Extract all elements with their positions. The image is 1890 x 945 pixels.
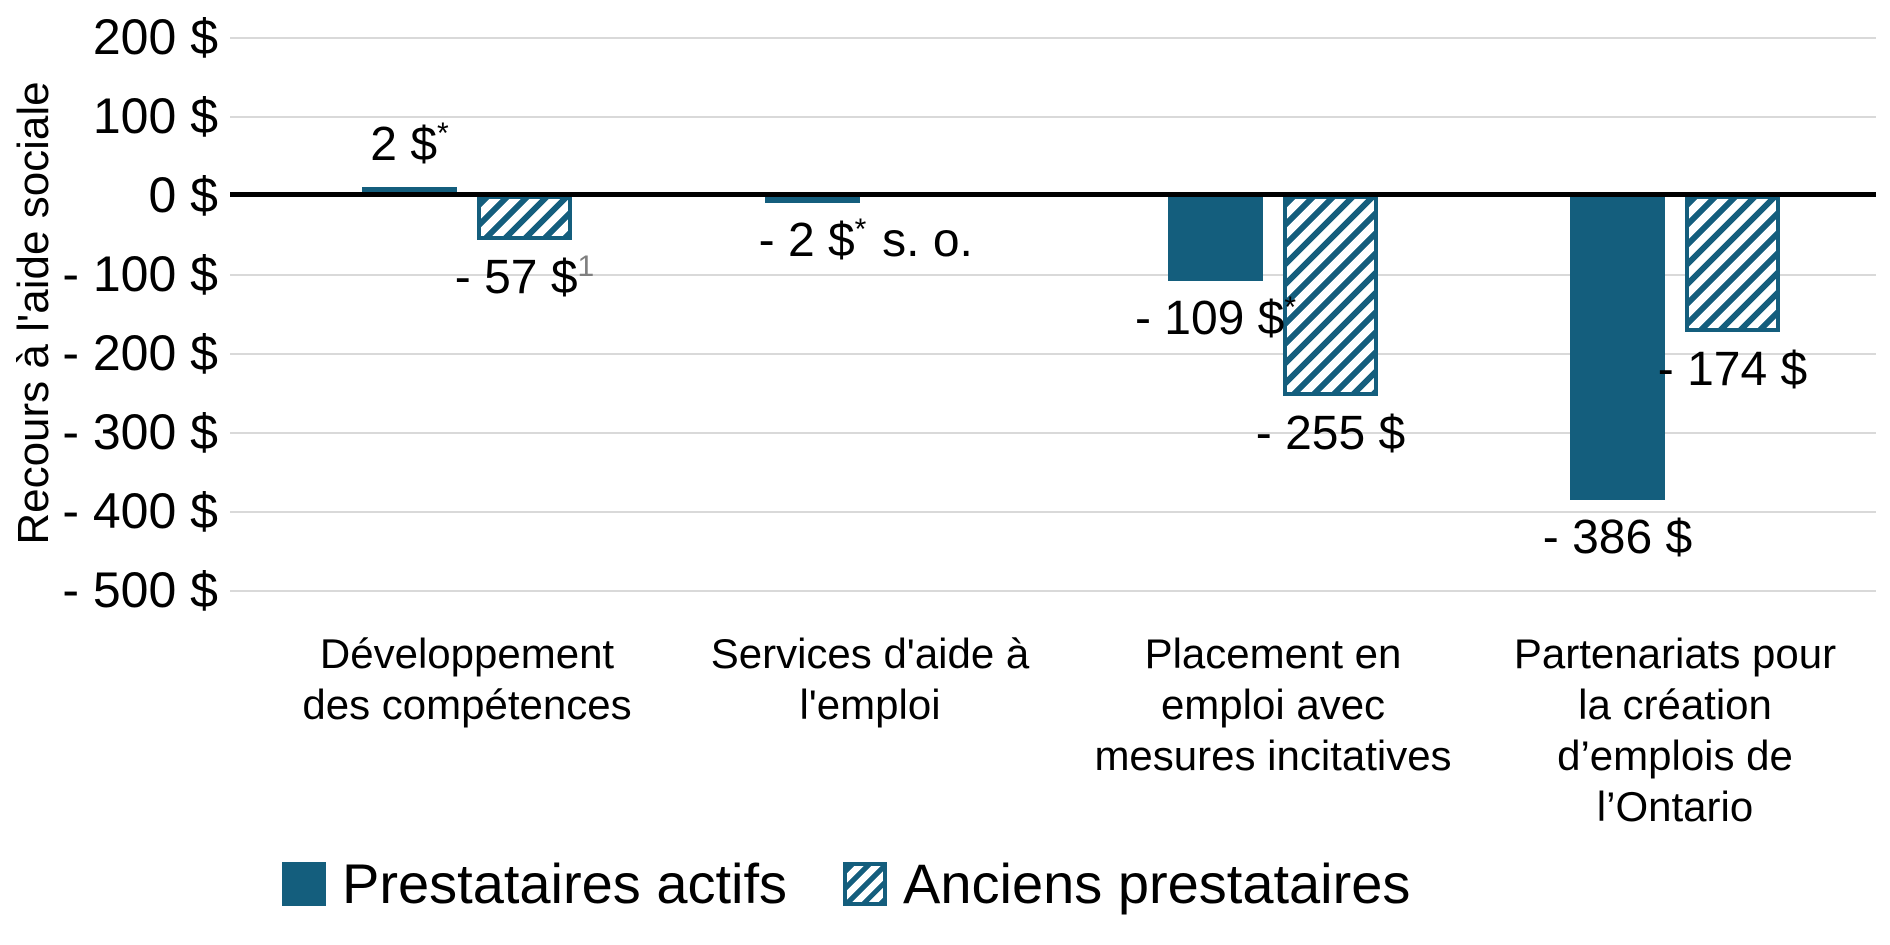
legend-swatch-solid [282, 862, 326, 906]
bar-hatched-0 [477, 195, 572, 240]
bar-hatched-2 [1283, 195, 1378, 396]
gridline [230, 116, 1876, 118]
bar-value-label: - 57 $1 [454, 250, 595, 304]
bar-solid-0 [362, 187, 457, 195]
bar-value-label: 2 $* [370, 117, 449, 171]
gridline [230, 590, 1876, 592]
gridline [230, 432, 1876, 434]
category-label: Partenariats pour la création d’emplois de… [1513, 630, 1837, 830]
y-tick-label: - 200 $ [62, 325, 218, 381]
bar-value-label: - 174 $ [1657, 343, 1808, 396]
bar-hatched-3 [1685, 195, 1780, 332]
y-tick-label: - 400 $ [62, 483, 218, 539]
gridline [230, 37, 1876, 39]
y-tick-label: - 100 $ [62, 246, 218, 302]
category-label: Placement en emploi avec mesures incitativ… [1094, 630, 1452, 779]
legend-item-former: Anciens prestataires [843, 854, 1410, 914]
bar-solid-2 [1168, 195, 1263, 281]
y-tick-label: 200 $ [92, 9, 218, 65]
bar-value-label: - 386 $ [1542, 511, 1693, 564]
legend-label: Prestataires actifs [342, 852, 788, 915]
x-axis-line [230, 192, 1876, 197]
bar-value-label: - 2 $* [758, 213, 867, 267]
legend-swatch-hatched [843, 862, 888, 906]
bar-solid-3 [1570, 195, 1665, 500]
y-tick-label: 0 $ [148, 167, 218, 223]
y-tick-label: - 500 $ [62, 562, 218, 618]
y-tick-label: 100 $ [92, 88, 218, 144]
legend-item-active: Prestataires actifs [282, 854, 787, 914]
gridline [230, 274, 1876, 276]
na-label: s. o. [882, 214, 973, 267]
y-axis-title: Recours à l'aide sociale [9, 81, 58, 545]
bar-value-label: - 109 $* [1134, 291, 1297, 345]
category-label: Développement des compétences [302, 630, 632, 728]
bar-value-label: - 255 $ [1255, 407, 1406, 460]
legend: Prestataires actifs Anciens prestataires [282, 854, 1410, 914]
legend-label: Anciens prestataires [903, 852, 1411, 915]
y-tick-label: - 300 $ [62, 404, 218, 460]
bar-solid-1 [765, 195, 860, 203]
gridline [230, 511, 1876, 513]
gridline [230, 353, 1876, 355]
category-label: Services d'aide à l'emploi [710, 630, 1030, 728]
